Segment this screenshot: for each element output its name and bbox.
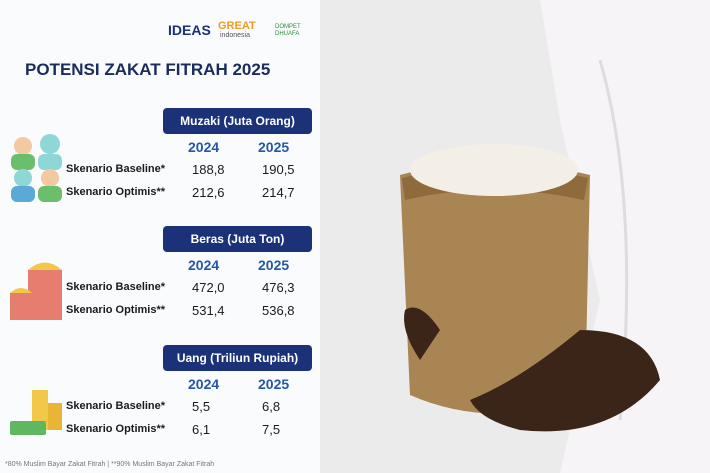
row-label: Skenario Baseline* <box>66 163 166 175</box>
logo-ideas: IDEAS <box>168 22 211 38</box>
logo-dompet: DOMPET DHUAFA <box>275 24 301 37</box>
section-header: Muzaki (Juta Orang) <box>163 108 312 134</box>
cell-value: 190,5 <box>262 162 295 177</box>
cell-value: 536,8 <box>262 303 295 318</box>
cell-value: 472,0 <box>192 280 225 295</box>
year-label: 2024 <box>188 257 220 273</box>
year-label: 2025 <box>258 376 290 392</box>
year-label: 2025 <box>258 139 290 155</box>
cell-value: 188,8 <box>192 162 225 177</box>
row-label: Skenario Optimis** <box>66 304 166 316</box>
cell-value: 212,6 <box>192 185 225 200</box>
rice-icon <box>10 262 62 320</box>
footnote: *80% Muslim Bayar Zakat Fitrah | **90% M… <box>5 461 215 468</box>
cell-value: 6,8 <box>262 399 281 414</box>
section-header: Beras (Juta Ton) <box>163 226 312 252</box>
row-label: Skenario Optimis** <box>66 423 166 435</box>
year-label: 2024 <box>188 376 220 392</box>
year-label: 2024 <box>188 139 220 155</box>
money-icon <box>10 390 62 435</box>
cell-value: 531,4 <box>192 303 225 318</box>
row-label: Skenario Baseline* <box>66 400 166 412</box>
year-label: 2025 <box>258 257 290 273</box>
cell-value: 5,5 <box>192 399 211 414</box>
logo-great-sub: indonesia <box>220 32 250 39</box>
cell-value: 214,7 <box>262 185 295 200</box>
infographic-panel: IDEAS GREAT indonesia DOMPET DHUAFA POTE… <box>0 0 320 473</box>
cell-value: 476,3 <box>262 280 295 295</box>
people-icon <box>11 134 62 202</box>
cell-value: 7,5 <box>262 422 281 437</box>
section-header: Uang (Triliun Rupiah) <box>163 345 312 371</box>
row-label: Skenario Baseline* <box>66 281 166 293</box>
logo-great: GREAT <box>218 20 256 32</box>
cell-value: 6,1 <box>192 422 211 437</box>
title: POTENSI ZAKAT FITRAH 2025 <box>25 60 271 79</box>
row-label: Skenario Optimis** <box>66 186 166 198</box>
